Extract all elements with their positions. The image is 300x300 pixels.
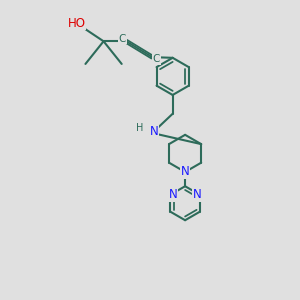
Text: C: C (118, 34, 126, 44)
Text: N: N (150, 125, 158, 138)
Text: N: N (193, 188, 202, 201)
Text: N: N (181, 166, 190, 178)
Text: HO: HO (68, 17, 85, 30)
Text: C: C (153, 54, 160, 64)
Text: H: H (136, 123, 143, 133)
Text: N: N (169, 188, 178, 201)
